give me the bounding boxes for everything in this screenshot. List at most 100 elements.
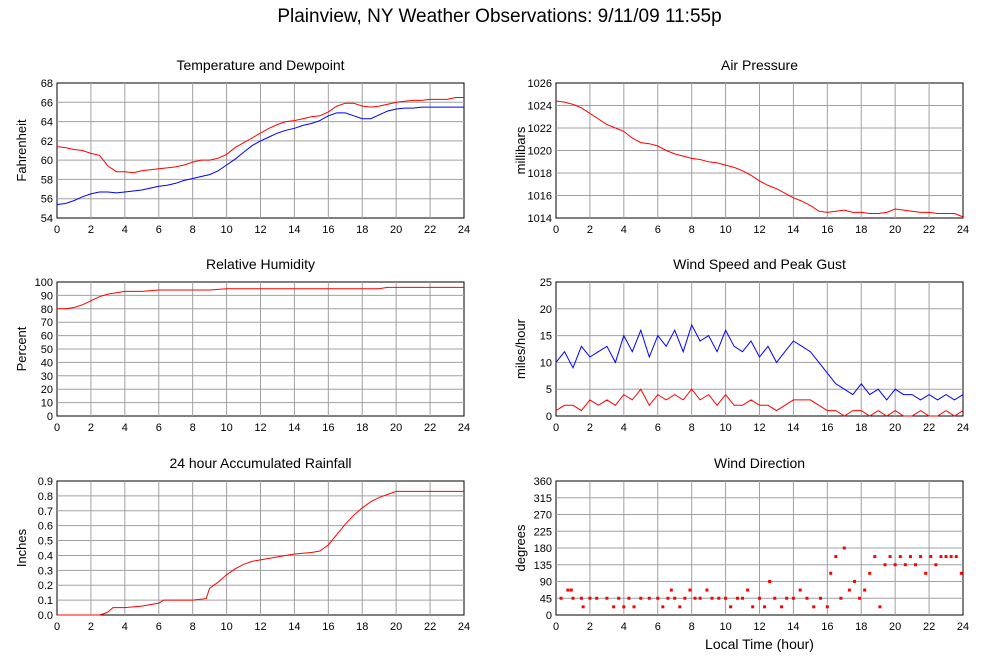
wind-direction-point xyxy=(939,555,943,559)
wind-direction-point xyxy=(605,596,609,600)
wind-direction-point xyxy=(780,605,784,609)
24-hour-accumulated-rainfall-x-tick-label: 24 xyxy=(458,621,470,633)
wind-direction-point xyxy=(847,588,851,592)
wind-direction-point xyxy=(878,605,882,609)
temperature-and-dewpoint-y-tick-label: 56 xyxy=(41,194,53,206)
wind-direction-point xyxy=(903,563,907,567)
temperature-and-dewpoint-x-tick-label: 0 xyxy=(54,224,60,236)
air-pressure-y-tick-label: 1026 xyxy=(528,78,552,90)
24-hour-accumulated-rainfall-y-tick-label: 0.9 xyxy=(38,476,53,488)
wind-speed-and-peak-gust-x-tick-label: 0 xyxy=(553,422,559,434)
wind-direction-point xyxy=(883,563,887,567)
24-hour-accumulated-rainfall-y-tick-label: 0.6 xyxy=(38,521,53,533)
wind-speed-and-peak-gust-x-tick-label: 14 xyxy=(787,422,799,434)
wind-direction-point xyxy=(834,555,838,559)
wind-direction-point xyxy=(724,596,728,600)
temperature-and-dewpoint-x-tick-label: 24 xyxy=(458,224,470,236)
wind-direction-y-tick-label: 45 xyxy=(540,593,552,605)
24-hour-accumulated-rainfall-x-tick-label: 16 xyxy=(322,621,334,633)
wind-direction-point xyxy=(773,596,777,600)
air-pressure-chart: 0 2 4 6 8 10 12 14 16 18 20 22 241014101610181020102… xyxy=(513,57,969,236)
wind-direction-point xyxy=(825,605,829,609)
relative-humidity-x-tick-label: 2 xyxy=(88,422,94,434)
wind-speed-and-peak-gust-x-tick-label: 22 xyxy=(923,422,935,434)
wind-direction-point xyxy=(698,596,702,600)
24-hour-accumulated-rainfall-y-tick-label: 0.2 xyxy=(38,580,53,592)
wind-direction-point xyxy=(581,605,585,609)
wind-direction-point xyxy=(632,605,636,609)
wind-direction-point xyxy=(710,596,714,600)
relative-humidity-chart: 0 2 4 6 8 10 12 14 16 18 20 22 240102030405060708090… xyxy=(14,256,470,434)
wind-direction-point xyxy=(673,596,677,600)
temperature-and-dewpoint-y-tick-label: 54 xyxy=(41,213,53,225)
air-pressure-x-tick-label: 2 xyxy=(587,224,593,236)
relative-humidity-y-tick-label: 90 xyxy=(41,290,53,302)
temperature-and-dewpoint-x-tick-label: 18 xyxy=(356,224,368,236)
wind-direction-point xyxy=(959,571,963,575)
wind-direction-x-tick-label: 4 xyxy=(621,621,627,633)
wind-speed-and-peak-gust-x-tick-label: 2 xyxy=(587,422,593,434)
wind-direction-x-tick-label: 6 xyxy=(655,621,661,633)
24-hour-accumulated-rainfall-y-tick-label: 0.1 xyxy=(38,595,53,607)
air-pressure-y-tick-label: 1016 xyxy=(528,191,552,203)
wind-direction-point xyxy=(683,596,687,600)
temperature-and-dewpoint-chart: 0 2 4 6 8 10 12 14 16 18 20 22 245456586062646668Tem… xyxy=(14,57,470,236)
relative-humidity-x-tick-label: 0 xyxy=(54,422,60,434)
relative-humidity-y-tick-label: 50 xyxy=(41,344,53,356)
wind-direction-chart: 0 2 4 6 8 10 12 14 16 18 20 22 240459013518022527031… xyxy=(513,455,969,652)
temperature-and-dewpoint-x-tick-label: 22 xyxy=(424,224,436,236)
wind-direction-y-tick-label: 90 xyxy=(540,577,552,589)
wind-direction-x-tick-label: 2 xyxy=(587,621,593,633)
24-hour-accumulated-rainfall-y-tick-label: 0.8 xyxy=(38,491,53,503)
temperature-and-dewpoint-x-tick-label: 10 xyxy=(220,224,232,236)
wind-speed-and-peak-gust-series-line-1 xyxy=(555,323,964,401)
air-pressure-x-tick-label: 8 xyxy=(689,224,695,236)
relative-humidity-x-tick-label: 20 xyxy=(390,422,402,434)
wind-direction-point xyxy=(566,588,570,592)
wind-direction-point xyxy=(666,596,670,600)
temperature-and-dewpoint-x-tick-label: 16 xyxy=(322,224,334,236)
wind-direction-point xyxy=(729,605,733,609)
24-hour-accumulated-rainfall-y-tick-label: 0.7 xyxy=(38,506,53,518)
wind-speed-and-peak-gust-y-tick-label: 15 xyxy=(540,331,552,343)
wind-speed-and-peak-gust-x-tick-label: 10 xyxy=(719,422,731,434)
24-hour-accumulated-rainfall-series-line-1 xyxy=(57,490,464,616)
24-hour-accumulated-rainfall-chart: 0 2 4 6 8 10 12 14 16 18 20 22 240.00.10.20.30.40.50… xyxy=(14,455,470,633)
temperature-and-dewpoint-x-tick-label: 12 xyxy=(254,224,266,236)
24-hour-accumulated-rainfall-x-tick-label: 0 xyxy=(54,621,60,633)
relative-humidity-y-tick-label: 100 xyxy=(35,277,53,289)
wind-direction-point xyxy=(908,555,912,559)
wind-direction-point xyxy=(571,596,575,600)
wind-speed-and-peak-gust-x-tick-label: 8 xyxy=(689,422,695,434)
temperature-and-dewpoint-x-tick-label: 6 xyxy=(156,224,162,236)
wind-direction-point xyxy=(934,563,938,567)
relative-humidity-x-tick-label: 12 xyxy=(254,422,266,434)
temperature-and-dewpoint-y-axis-label: Fahrenheit xyxy=(14,119,29,182)
air-pressure-x-tick-label: 6 xyxy=(655,224,661,236)
24-hour-accumulated-rainfall-x-tick-label: 4 xyxy=(122,621,128,633)
wind-direction-point xyxy=(735,596,739,600)
wind-direction-point xyxy=(798,588,802,592)
relative-humidity-title: Relative Humidity xyxy=(206,256,315,272)
wind-direction-point xyxy=(819,596,823,600)
wind-direction-x-tick-label: 20 xyxy=(889,621,901,633)
air-pressure-series-line-1 xyxy=(555,100,964,218)
wind-direction-point xyxy=(949,555,953,559)
temperature-and-dewpoint-x-tick-label: 2 xyxy=(88,224,94,236)
wind-direction-point xyxy=(559,596,563,600)
air-pressure-y-tick-label: 1018 xyxy=(528,168,552,180)
relative-humidity-x-tick-label: 18 xyxy=(356,422,368,434)
wind-direction-point xyxy=(929,555,933,559)
relative-humidity-x-tick-label: 14 xyxy=(288,422,300,434)
air-pressure-x-tick-label: 0 xyxy=(553,224,559,236)
wind-direction-y-tick-label: 225 xyxy=(534,526,552,538)
24-hour-accumulated-rainfall-x-tick-label: 8 xyxy=(190,621,196,633)
temperature-and-dewpoint-y-tick-label: 66 xyxy=(41,97,53,109)
wind-speed-and-peak-gust-x-tick-label: 16 xyxy=(821,422,833,434)
wind-direction-x-tick-label: 24 xyxy=(957,621,969,633)
wind-direction-point xyxy=(868,571,872,575)
temperature-and-dewpoint-series-line-2 xyxy=(56,106,464,205)
wind-direction-x-tick-label: 8 xyxy=(689,621,695,633)
